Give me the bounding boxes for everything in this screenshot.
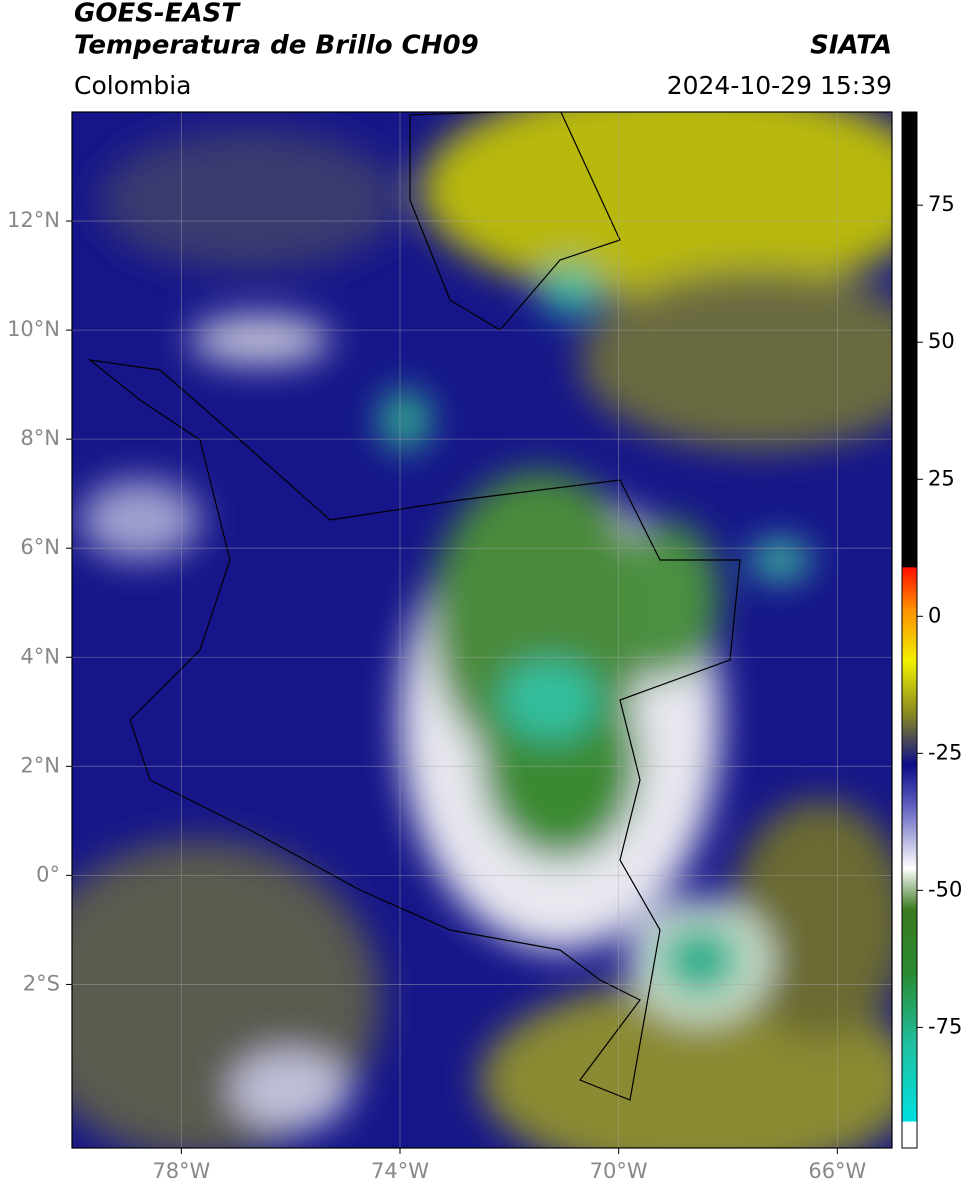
source: SIATA	[810, 31, 892, 61]
colorbar-tick-label: -75	[928, 1014, 962, 1038]
y-tick-label: 2°S	[23, 971, 60, 995]
x-tick-label: 70°W	[590, 1159, 648, 1183]
grid	[72, 112, 892, 1148]
colorbar	[901, 111, 918, 1149]
x-tick-label: 78°W	[152, 1159, 210, 1183]
colorbar-tick-label: -50	[928, 877, 962, 901]
y-tick-label: 6°N	[20, 535, 60, 559]
y-tick-label: 12°N	[7, 208, 60, 232]
map-frame	[71, 111, 893, 1149]
colorbar-tick-label: 0	[928, 603, 941, 627]
y-tick-label: 8°N	[20, 426, 60, 450]
colorbar-tick-label: -25	[928, 740, 962, 764]
y-tick-label: 4°N	[20, 644, 60, 668]
datetime: 2024-10-29 15:39	[667, 71, 892, 100]
colorbar-tick-label: 75	[928, 192, 955, 216]
region: Colombia	[74, 71, 191, 100]
x-tick-label: 66°W	[808, 1159, 866, 1183]
y-tick-label: 2°N	[20, 753, 60, 777]
y-tick-label: 0°	[36, 862, 60, 886]
y-tick-label: 10°N	[7, 317, 60, 341]
satellite: GOES-EAST	[74, 0, 241, 29]
satellite-image	[72, 112, 892, 1148]
product: Temperatura de Brillo CH09	[74, 31, 479, 61]
colorbar-tick-label: 25	[928, 466, 955, 490]
x-tick-label: 74°W	[371, 1159, 429, 1183]
colorbar-tick-label: 50	[928, 329, 955, 353]
